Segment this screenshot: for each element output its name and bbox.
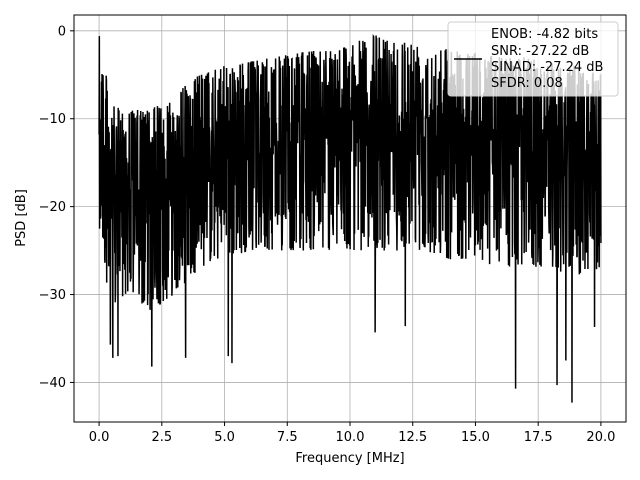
x-axis-ticks: 0.0 2.5 5.0 7.5 10.0 12.5 15.0 17.5 20.0 <box>89 422 615 445</box>
x-tick-label: 7.5 <box>277 430 298 445</box>
plot-area <box>98 33 602 403</box>
y-tick-label: −20 <box>39 200 66 215</box>
y-tick-label: −10 <box>39 112 66 127</box>
x-tick-label: 20.0 <box>586 430 615 445</box>
psd-series-line <box>98 33 602 403</box>
y-axis-ticks: 0 −10 −20 −30 −40 <box>39 24 74 391</box>
legend-sfdr: SFDR: 0.08 <box>491 76 563 91</box>
x-tick-label: 15.0 <box>461 430 490 445</box>
x-tick-label: 5.0 <box>214 430 235 445</box>
legend: ENOB: -4.82 bits SNR: -27.22 dB SINAD: -… <box>447 21 619 97</box>
x-tick-label: 0.0 <box>89 430 110 445</box>
legend-sinad: SINAD: -27.24 dB <box>491 60 603 75</box>
y-tick-label: −30 <box>39 288 66 303</box>
x-tick-label: 17.5 <box>524 430 553 445</box>
y-tick-label: 0 <box>58 24 66 39</box>
x-tick-label: 10.0 <box>336 430 365 445</box>
x-tick-label: 2.5 <box>151 430 172 445</box>
y-axis-label: PSD [dB] <box>14 189 29 247</box>
x-axis-label: Frequency [MHz] <box>295 451 404 466</box>
legend-box <box>447 21 619 97</box>
legend-snr: SNR: -27.22 dB <box>491 44 589 59</box>
y-tick-label: −40 <box>39 376 66 391</box>
x-tick-label: 12.5 <box>398 430 427 445</box>
legend-enob: ENOB: -4.82 bits <box>491 27 598 42</box>
